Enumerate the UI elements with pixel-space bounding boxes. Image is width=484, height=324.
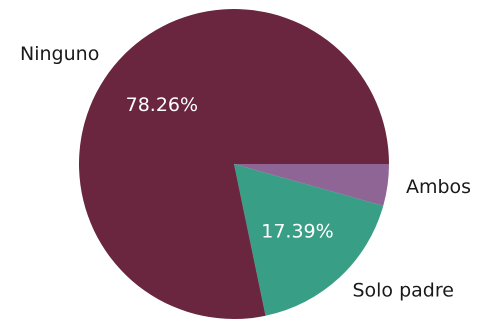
pie-slice-solo-padre [234,164,384,316]
pct-label-solo-padre: 17.39% [261,220,333,242]
pie-slice-ninguno [78,8,389,320]
pie-slice-ambos [234,164,389,206]
pct-label-ninguno: 78.26% [126,94,198,116]
slice-label-ninguno: Ninguno [20,43,99,65]
slice-label-ambos: Ambos [406,176,471,198]
slice-label-solo-padre: Solo padre [352,279,453,301]
